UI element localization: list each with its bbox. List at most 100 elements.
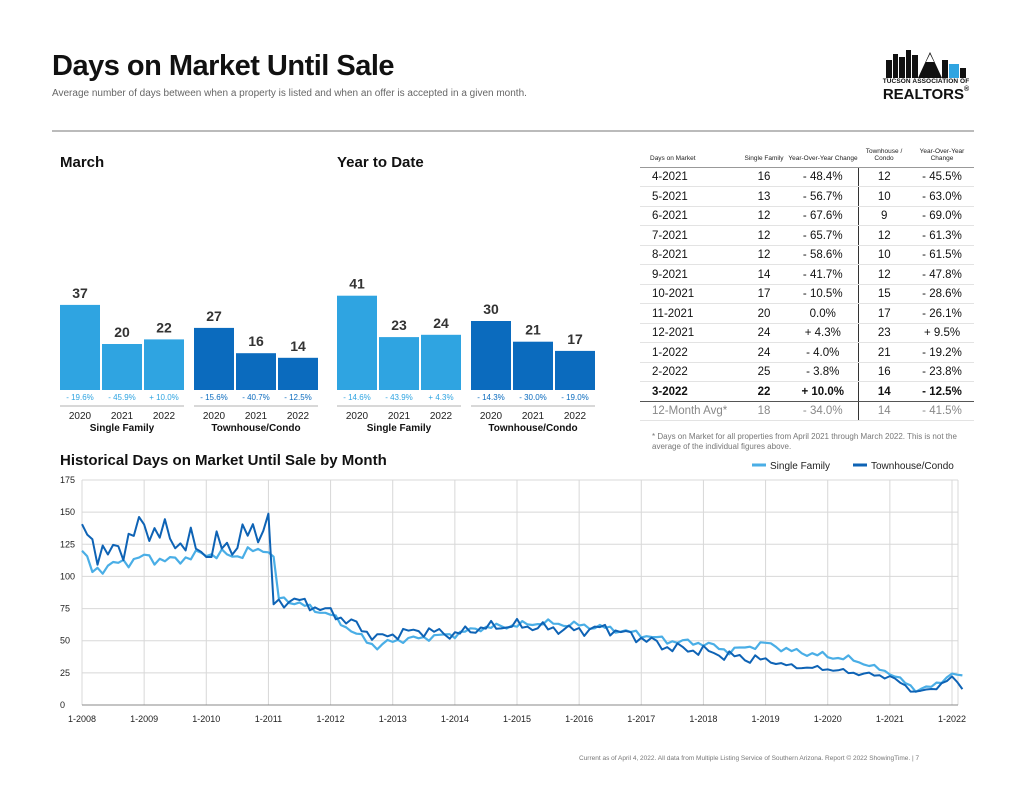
- page-subtitle: Average number of days between when a pr…: [52, 88, 527, 99]
- bar-value-label: 27: [206, 308, 222, 324]
- y-tick-label: 25: [60, 668, 70, 678]
- bar-value-label: 20: [114, 324, 130, 340]
- cell-sf-yoy: - 4.0%: [788, 342, 859, 363]
- table-row-12-month-avg: 12-Month Avg* 18- 34.0% 14- 41.5%: [640, 401, 974, 422]
- table-row: 2-2022 25- 3.8% 16- 23.8%: [640, 362, 974, 383]
- table-row: 10-2021 17- 10.5% 15- 28.6%: [640, 284, 974, 305]
- cell-single-family: 12: [740, 206, 788, 227]
- cell-townhouse: 17: [858, 303, 910, 324]
- cell-single-family: 13: [740, 186, 788, 207]
- table-row: 6-2021 12- 67.6% 9- 69.0%: [640, 206, 974, 227]
- cell-townhouse: 15: [858, 284, 910, 305]
- bar-change-label: - 43.9%: [385, 393, 413, 402]
- bar-year-label: 2021: [245, 411, 268, 422]
- bar: [555, 350, 595, 390]
- x-tick-label: 1-2018: [689, 714, 717, 724]
- cell-sf-yoy: - 10.5%: [788, 284, 859, 305]
- cell-sf-yoy: - 48.4%: [788, 167, 859, 188]
- cell-month: 6-2021: [640, 206, 740, 227]
- bar-change-label: - 15.6%: [200, 393, 228, 402]
- cell-tc-yoy: - 23.8%: [910, 362, 974, 383]
- table-header-row: Days on Market Single Family Year-Over-Y…: [640, 146, 974, 168]
- bar-group-label: Single Family: [90, 423, 155, 434]
- bar: [337, 295, 377, 390]
- x-tick-label: 1-2021: [876, 714, 904, 724]
- bar-value-label: 22: [156, 319, 172, 335]
- page-footer: Current as of April 4, 2022. All data fr…: [579, 755, 920, 762]
- x-tick-label: 1-2022: [938, 714, 966, 724]
- bar-year-label: 2020: [69, 411, 92, 422]
- y-tick-label: 175: [60, 475, 75, 485]
- bar-chart-title: Year to Date: [337, 154, 424, 171]
- bar-change-label: - 14.6%: [343, 393, 371, 402]
- city-skyline-icon: [886, 50, 966, 78]
- bar-change-label: - 14.3%: [477, 393, 505, 402]
- cell-month: 11-2021: [640, 303, 740, 324]
- cell-tc-yoy: - 63.0%: [910, 186, 974, 207]
- table-row: 12-2021 24 + 4.3% 23 + 9.5%: [640, 323, 974, 344]
- bar-year-label: 2020: [346, 411, 369, 422]
- cell-townhouse: 12: [858, 167, 910, 188]
- cell-single-family: 12: [740, 225, 788, 246]
- y-tick-label: 150: [60, 507, 75, 517]
- bar-value-label: 21: [525, 322, 541, 338]
- x-tick-label: 1-2012: [317, 714, 345, 724]
- cell-tc-yoy: - 26.1%: [910, 303, 974, 324]
- cell-tc-yoy: - 61.3%: [910, 225, 974, 246]
- cell-month: 7-2021: [640, 225, 740, 246]
- cell-month: 5-2021: [640, 186, 740, 207]
- bar-change-label: - 40.7%: [242, 393, 270, 402]
- cell-month: 9-2021: [640, 264, 740, 285]
- cell-townhouse: 10: [858, 245, 910, 266]
- bar: [60, 304, 100, 390]
- cell-sf-yoy: + 4.3%: [788, 323, 859, 344]
- x-tick-label: 1-2008: [68, 714, 96, 724]
- cell-single-family: 16: [740, 167, 788, 188]
- y-tick-label: 125: [60, 539, 75, 549]
- cell-month: 10-2021: [640, 284, 740, 305]
- cell-townhouse: 10: [858, 186, 910, 207]
- bar-group-label: Townhouse/Condo: [488, 423, 577, 434]
- bar-group-label: Single Family: [367, 423, 432, 434]
- x-tick-label: 1-2019: [752, 714, 780, 724]
- table-row: 4-2021 16- 48.4% 12- 45.5%: [640, 167, 974, 188]
- table-header-single-family: Single Family: [740, 146, 788, 168]
- bar: [102, 344, 142, 390]
- cell-sf-yoy: - 58.6%: [788, 245, 859, 266]
- bar-year-label: 2021: [111, 411, 134, 422]
- registered-mark: ®: [963, 86, 970, 93]
- x-tick-label: 1-2009: [130, 714, 158, 724]
- x-tick-label: 1-2013: [379, 714, 407, 724]
- table-header-townhouse: Townhouse / Condo: [858, 146, 910, 168]
- table-row: 8-2021 12- 58.6% 10- 61.5%: [640, 245, 974, 266]
- table-row-current: 3-2022 22 + 10.0% 14- 12.5%: [640, 381, 974, 402]
- cell-townhouse: 14: [858, 401, 910, 422]
- cell-single-family: 14: [740, 264, 788, 285]
- logo-realtors-word: REALTORS: [882, 86, 964, 103]
- page-title: Days on Market Until Sale: [52, 50, 395, 82]
- cell-sf-yoy: - 41.7%: [788, 264, 859, 285]
- cell-single-family: 20: [740, 303, 788, 324]
- realtors-logo: TUCSON ASSOCIATION OF REALTORS®: [880, 46, 972, 103]
- table-row: 9-2021 14- 41.7% 12- 47.8%: [640, 264, 974, 285]
- cell-single-family: 22: [740, 381, 788, 402]
- bar-year-label: 2021: [522, 411, 545, 422]
- table-row: 7-2021 12- 65.7% 12- 61.3%: [640, 225, 974, 246]
- bar-value-label: 23: [391, 317, 407, 333]
- bar-change-label: - 19.6%: [66, 393, 94, 402]
- header-divider: [52, 130, 974, 132]
- bar: [471, 321, 511, 390]
- series-line-single-family: [81, 546, 963, 693]
- cell-townhouse: 23: [858, 323, 910, 344]
- cell-townhouse: 12: [858, 225, 910, 246]
- cell-single-family: 17: [740, 284, 788, 305]
- cell-sf-yoy: 0.0%: [788, 303, 859, 324]
- bar-change-label: - 12.5%: [284, 393, 312, 402]
- x-tick-label: 1-2015: [503, 714, 531, 724]
- cell-sf-yoy: - 56.7%: [788, 186, 859, 207]
- cell-single-family: 24: [740, 323, 788, 344]
- bar-value-label: 14: [290, 338, 306, 354]
- bar-year-label: 2021: [388, 411, 411, 422]
- cell-townhouse: 16: [858, 362, 910, 383]
